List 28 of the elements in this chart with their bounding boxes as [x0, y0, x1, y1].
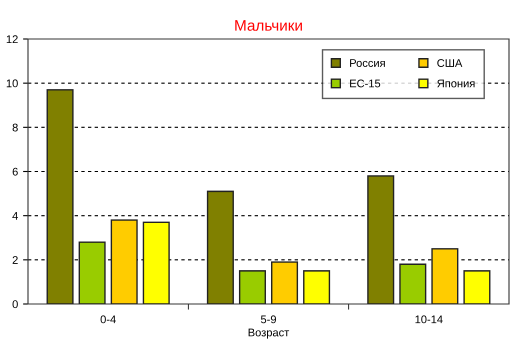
legend-label: ЕС-15 — [350, 80, 380, 88]
bar — [399, 264, 426, 304]
y-tick-label: 4 — [12, 212, 18, 220]
y-tick-label: 12 — [6, 35, 18, 44]
bar — [142, 222, 170, 304]
x-axis-title: Возраст — [248, 328, 290, 339]
bar — [78, 241, 106, 304]
y-tick-label: 10 — [6, 79, 18, 88]
bar — [367, 175, 394, 304]
bar — [110, 219, 138, 304]
x-tick-label: 5-9 — [260, 315, 276, 324]
bar — [46, 89, 74, 304]
y-tick-label: 8 — [12, 124, 18, 132]
bar — [206, 190, 234, 304]
y-tick-label: 6 — [12, 168, 18, 176]
legend-label: Россия — [350, 59, 385, 67]
bar — [463, 270, 490, 304]
y-tick-label: 0 — [12, 300, 18, 308]
chart-title: Мальчики — [235, 20, 302, 31]
x-tick-label: 0-4 — [100, 315, 116, 324]
bar — [303, 270, 330, 304]
legend-label: Япония — [437, 80, 475, 88]
bar — [271, 261, 298, 304]
legend-label: США — [437, 59, 462, 67]
y-tick-label: 2 — [12, 256, 18, 264]
x-tick-label: 10-14 — [415, 315, 443, 324]
bar — [431, 248, 458, 304]
bar — [238, 270, 266, 304]
